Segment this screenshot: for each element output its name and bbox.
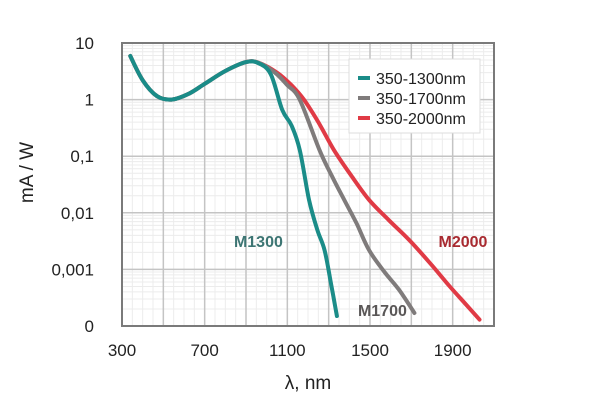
legend-label-m1700: 350-1700nm bbox=[376, 91, 466, 108]
x-tick-label: 1500 bbox=[351, 341, 389, 360]
x-axis-label: λ, nm bbox=[285, 373, 331, 394]
series-lines bbox=[128, 54, 482, 322]
annotation-m2000: M2000 bbox=[439, 234, 488, 251]
y-axis-label: mA / W bbox=[17, 142, 38, 203]
legend-label-m2000: 350-2000nm bbox=[376, 111, 466, 128]
y-tick-label: 0,1 bbox=[70, 147, 94, 166]
legend-swatch-m2000 bbox=[358, 116, 370, 120]
y-tick-label: 0,01 bbox=[61, 204, 94, 223]
y-axis-ticks: 0 0,001 0,01 0,1 1 10 bbox=[51, 34, 94, 336]
y-tick-label: 1 bbox=[85, 91, 94, 110]
x-tick-label: 300 bbox=[108, 341, 136, 360]
annotation-m1300: M1300 bbox=[234, 234, 283, 251]
series-annotations: M1300 M1700 M2000 bbox=[234, 234, 488, 320]
legend: 350-1300nm 350-1700nm 350-2000nm bbox=[348, 58, 481, 134]
legend-box bbox=[348, 58, 481, 134]
legend-swatch-m1300 bbox=[358, 76, 370, 80]
series-line-m1300 bbox=[128, 54, 339, 318]
x-tick-label: 1900 bbox=[434, 341, 472, 360]
legend-swatch-m1700 bbox=[358, 96, 370, 100]
x-tick-label: 1100 bbox=[269, 341, 306, 360]
y-tick-label: 0 bbox=[85, 317, 94, 336]
x-tick-label: 700 bbox=[190, 341, 218, 360]
y-tick-label: 0,001 bbox=[51, 260, 94, 279]
x-axis-ticks: 300 700 1100 1500 1900 bbox=[108, 341, 472, 360]
y-tick-label: 10 bbox=[75, 34, 94, 53]
legend-label-m1300: 350-1300nm bbox=[376, 71, 466, 88]
annotation-m1700: M1700 bbox=[358, 303, 407, 320]
plot-frame bbox=[121, 42, 495, 327]
